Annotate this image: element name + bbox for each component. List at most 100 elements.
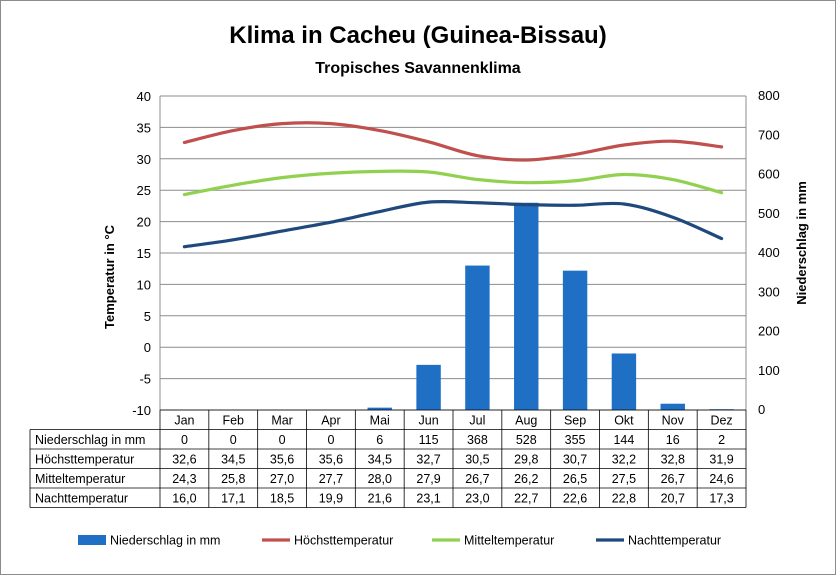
- table-cell: 24,3: [172, 472, 196, 486]
- table-cell: 27,0: [270, 472, 294, 486]
- y2-tick-label: 600: [758, 167, 780, 182]
- table-cell: 32,7: [416, 453, 440, 467]
- bar-niederschlag: [611, 353, 637, 410]
- table-cell: 27,9: [416, 472, 440, 486]
- y2-axis-label: Niederschlag in mm: [794, 181, 809, 305]
- line-mitteltemperatur: [182, 169, 724, 197]
- legend-label: Höchsttemperatur: [294, 534, 393, 548]
- x-tick-label: Sep: [564, 414, 586, 428]
- table-cell: 528: [516, 433, 537, 447]
- y2-tick-label: 500: [758, 206, 780, 221]
- x-tick-label: Nov: [662, 414, 685, 428]
- y2-tick-label: 700: [758, 127, 780, 142]
- table-cell: 0: [279, 433, 286, 447]
- table-cell: 26,5: [563, 472, 587, 486]
- table-cell: 22,8: [612, 492, 636, 506]
- table-cell: 35,6: [319, 453, 343, 467]
- table-cell: 0: [230, 433, 237, 447]
- y2-tick-label: 300: [758, 284, 780, 299]
- table-cell: 30,5: [465, 453, 489, 467]
- table-row-label: Höchsttemperatur: [35, 453, 134, 467]
- table-cell: 144: [613, 433, 634, 447]
- y-tick-label: 0: [144, 340, 151, 355]
- table-cell: 16,0: [172, 492, 196, 506]
- table-cell: 29,8: [514, 453, 538, 467]
- bar-niederschlag: [562, 270, 588, 410]
- table-cell: 24,6: [709, 472, 733, 486]
- x-tick-label: Jul: [469, 414, 485, 428]
- legend-swatch: [78, 535, 106, 545]
- y-tick-label: 10: [137, 277, 151, 292]
- table-cell: 0: [327, 433, 334, 447]
- line-h-chsttemperatur: [182, 121, 724, 162]
- table-cell: 17,3: [709, 492, 733, 506]
- table-cell: 27,7: [319, 472, 343, 486]
- bar-niederschlag: [367, 407, 392, 410]
- table-cell: 20,7: [661, 492, 685, 506]
- y-tick-label: 40: [137, 89, 151, 104]
- table-cell: 22,6: [563, 492, 587, 506]
- x-tick-label: Jun: [419, 414, 439, 428]
- y-tick-label: 20: [137, 215, 151, 230]
- table-cell: 23,0: [465, 492, 489, 506]
- table-cell: 21,6: [368, 492, 392, 506]
- table-cell: 35,6: [270, 453, 294, 467]
- table-cell: 16: [666, 433, 680, 447]
- table-cell: 28,0: [368, 472, 392, 486]
- table-cell: 25,8: [221, 472, 245, 486]
- legend-label: Niederschlag in mm: [110, 534, 220, 548]
- table-cell: 22,7: [514, 492, 538, 506]
- chart-subtitle: Tropisches Savannenklima: [315, 60, 521, 77]
- table-cell: 6: [376, 433, 383, 447]
- table-cell: 17,1: [221, 492, 245, 506]
- y-tick-label: -10: [132, 403, 151, 418]
- y-tick-label: 25: [137, 183, 151, 198]
- table-cell: 23,1: [416, 492, 440, 506]
- x-tick-label: Mar: [271, 414, 293, 428]
- table-cell: 34,5: [368, 453, 392, 467]
- line-nachttemperatur: [182, 199, 724, 249]
- table-cell: 32,6: [172, 453, 196, 467]
- legend-label: Nachttemperatur: [628, 534, 721, 548]
- table-row-label: Nachttemperatur: [35, 492, 128, 506]
- table-cell: 32,8: [661, 453, 685, 467]
- table-cell: 0: [181, 433, 188, 447]
- chart-title: Klima in Cacheu (Guinea-Bissau): [229, 22, 607, 49]
- y2-tick-label: 100: [758, 363, 780, 378]
- table-cell: 27,5: [612, 472, 636, 486]
- table-cell: 26,2: [514, 472, 538, 486]
- y2-tick-label: 200: [758, 324, 780, 339]
- y-tick-label: 35: [137, 120, 151, 135]
- y-tick-label: -5: [139, 372, 151, 387]
- table-cell: 355: [565, 433, 586, 447]
- bar-niederschlag: [416, 364, 441, 410]
- bar-niederschlag: [465, 265, 490, 410]
- x-tick-label: Mai: [370, 414, 390, 428]
- legend-label: Mitteltemperatur: [464, 534, 554, 548]
- bar-niederschlag: [514, 202, 539, 410]
- table-cell: 26,7: [661, 472, 685, 486]
- bar-niederschlag: [660, 403, 685, 410]
- table-cell: 368: [467, 433, 488, 447]
- y2-tick-label: 800: [758, 88, 780, 103]
- y-tick-label: 5: [144, 309, 151, 324]
- x-tick-label: Okt: [614, 414, 634, 428]
- table-cell: 26,7: [465, 472, 489, 486]
- x-tick-label: Apr: [321, 414, 340, 428]
- y-tick-label: 30: [137, 152, 151, 167]
- table-cell: 2: [718, 433, 725, 447]
- x-tick-label: Dez: [710, 414, 732, 428]
- y2-tick-label: 0: [758, 402, 765, 417]
- table-cell: 31,9: [709, 453, 733, 467]
- table-cell: 18,5: [270, 492, 294, 506]
- table-cell: 19,9: [319, 492, 343, 506]
- x-tick-label: Jan: [174, 414, 194, 428]
- table-row-label: Niederschlag in mm: [35, 433, 145, 447]
- table-cell: 30,7: [563, 453, 587, 467]
- y-axis-label: Temperatur in °C: [102, 224, 117, 329]
- table-row-label: Mitteltemperatur: [35, 472, 125, 486]
- y-tick-label: 15: [137, 246, 151, 261]
- x-tick-label: Aug: [515, 414, 537, 428]
- x-tick-label: Feb: [222, 414, 244, 428]
